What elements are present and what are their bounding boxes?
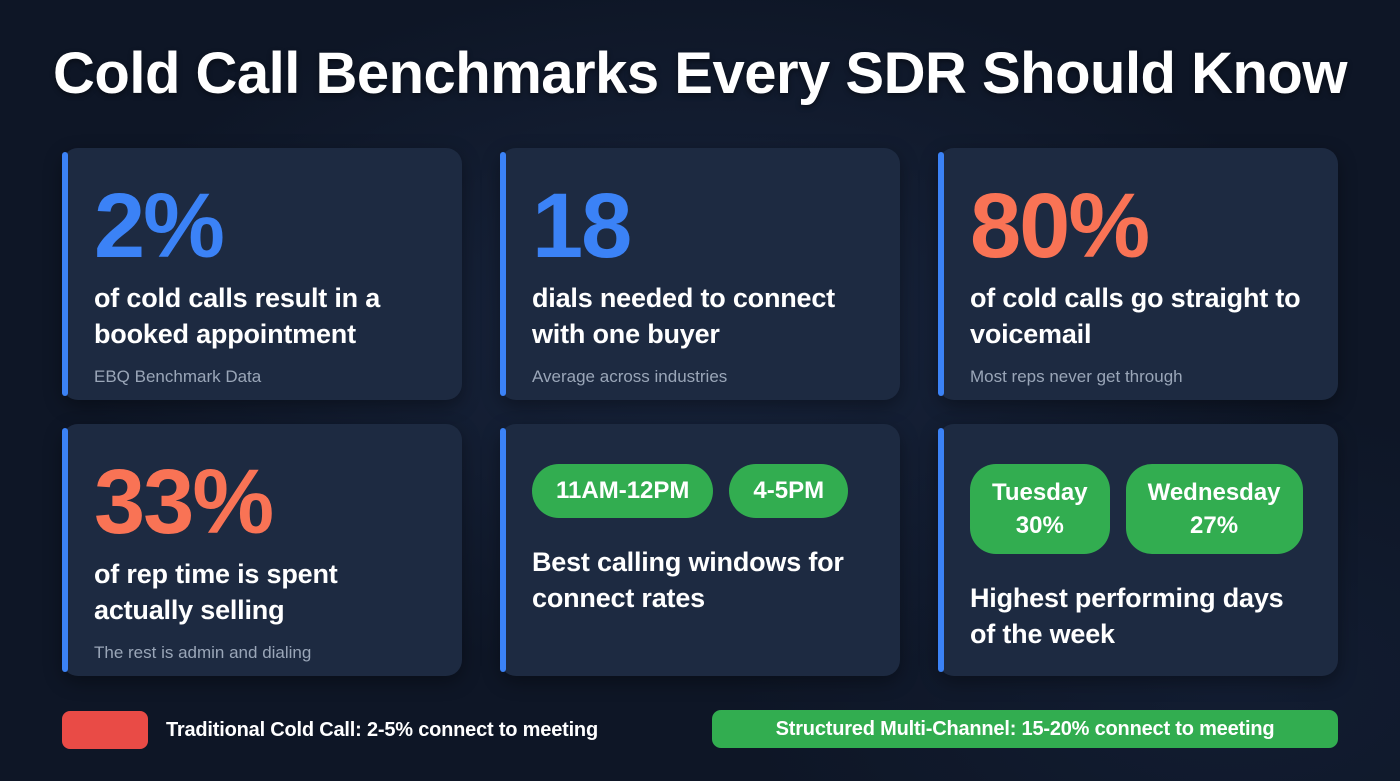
time-window-pill-2: 4-5PM — [729, 464, 849, 518]
stat-card-4: 33% of rep time is spent actually sellin… — [62, 424, 462, 676]
pill-card-content-5: 11AM-12PM 4-5PM Best calling windows for… — [532, 464, 866, 686]
day-pill-2: Wednesday 27% — [1125, 464, 1303, 554]
card-accent-bar-1 — [62, 152, 68, 396]
day-pill-1-rate: 30% — [1015, 512, 1064, 539]
pill-headline-5: Best calling windows for connect rates — [532, 547, 844, 613]
stat-value-4: 33% — [94, 451, 274, 553]
card-accent-bar-5 — [500, 428, 506, 672]
time-window-pill-1-label: 11AM-12PM — [556, 477, 690, 504]
legend-structured-label: Structured Multi-Channel: 15-20% connect… — [775, 718, 1275, 740]
legend-traditional: Traditional Cold Call: 2-5% connect to m… — [62, 710, 598, 750]
pill-card-6: Tuesday 30% Wednesday 27% Highest perfor… — [938, 424, 1338, 676]
stat-value-1: 2% — [94, 175, 225, 277]
time-window-pill-2-label: 4-5PM — [753, 477, 825, 504]
day-pill-1: Tuesday 30% — [970, 464, 1110, 554]
stat-card-2: 18 dials needed to connect with one buye… — [500, 148, 900, 400]
stat-subtext-1: EBQ Benchmark Data — [94, 367, 262, 386]
day-pill-1-day: Tuesday — [992, 479, 1088, 506]
pill-row-6: Tuesday 30% Wednesday 27% — [970, 464, 1304, 554]
stat-card-content-2: 18 dials needed to connect with one buye… — [532, 178, 866, 400]
card-accent-bar-4 — [62, 428, 68, 672]
stat-card-content-1: 2% of cold calls result in a booked appo… — [94, 178, 428, 400]
stat-headline-3: of cold calls go straight to voicemail — [970, 283, 1301, 349]
legend-swatch-red — [62, 711, 148, 749]
legend-bar: Traditional Cold Call: 2-5% connect to m… — [62, 710, 1338, 750]
pill-row-5: 11AM-12PM 4-5PM — [532, 464, 866, 518]
stat-subtext-4: The rest is admin and dialing — [94, 643, 312, 662]
page-title: Cold Call Benchmarks Every SDR Should Kn… — [53, 41, 1347, 106]
stat-value-3: 80% — [970, 175, 1150, 277]
day-pill-2-day: Wednesday — [1147, 479, 1281, 506]
legend-traditional-label: Traditional Cold Call: 2-5% connect to m… — [166, 719, 598, 741]
stat-subtext-3: Most reps never get through — [970, 367, 1183, 386]
pill-card-content-6: Tuesday 30% Wednesday 27% Highest perfor… — [970, 464, 1304, 686]
pill-card-5: 11AM-12PM 4-5PM Best calling windows for… — [500, 424, 900, 676]
stat-subtext-2: Average across industries — [532, 367, 728, 386]
legend-structured: Structured Multi-Channel: 15-20% connect… — [712, 710, 1338, 748]
stat-headline-2: dials needed to connect with one buyer — [532, 283, 835, 349]
card-accent-bar-3 — [938, 152, 944, 396]
stat-card-content-4: 33% of rep time is spent actually sellin… — [94, 454, 428, 676]
card-accent-bar-6 — [938, 428, 944, 672]
pill-headline-6: Highest performing days of the week — [970, 583, 1284, 649]
stat-card-1: 2% of cold calls result in a booked appo… — [62, 148, 462, 400]
stat-card-grid: 2% of cold calls result in a booked appo… — [62, 148, 1338, 676]
stat-headline-1: of cold calls result in a booked appoint… — [94, 283, 381, 349]
stat-value-2: 18 — [532, 175, 632, 277]
time-window-pill-1: 11AM-12PM — [532, 464, 714, 518]
stat-card-3: 80% of cold calls go straight to voicema… — [938, 148, 1338, 400]
card-accent-bar-2 — [500, 152, 506, 396]
stat-headline-4: of rep time is spent actually selling — [94, 559, 338, 625]
stat-card-content-3: 80% of cold calls go straight to voicema… — [970, 178, 1304, 400]
day-pill-2-rate: 27% — [1190, 512, 1239, 539]
